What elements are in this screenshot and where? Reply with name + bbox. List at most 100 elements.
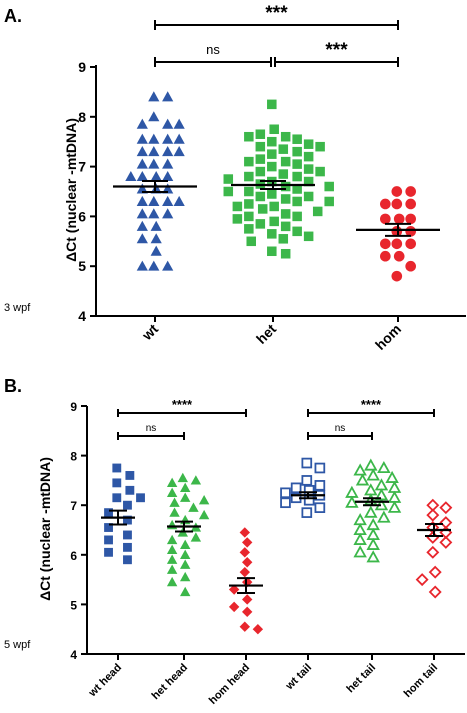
b-point-wt-head-14 [123,555,132,565]
b-point-het-head-25 [180,586,191,597]
b-point-wt-head-4 [112,493,122,503]
a-point-het-13 [303,151,314,162]
panel-a-x-ticks: wt het hom [138,316,404,353]
b-point-hom-tail-7 [439,535,453,549]
a-point-wt-1 [162,91,174,102]
b-point-het-head-18 [166,544,178,554]
b-point-wt-head-3 [125,485,135,495]
b-point-het-head-5 [180,492,191,502]
a-point-wt-24 [148,195,160,206]
a-comparison-het-hom-label: *** [325,40,348,61]
a-point-wt-32 [136,220,148,231]
b-point-hom-head-0 [239,527,250,538]
b-point-wt-head-7 [104,508,113,518]
a-point-wt-4 [136,118,148,129]
b-point-het-head-19 [180,549,191,559]
a-point-het-50 [255,219,266,229]
a-point-wt-38 [136,260,148,271]
b-point-hom-head-9 [242,606,253,618]
a-x-tick-label-het: het [253,321,279,347]
b-point-het-tail-8 [364,483,378,496]
a-point-hom-9 [405,226,416,237]
b-point-hom-head-10 [239,621,250,632]
b-point-wt-head-6 [123,500,132,510]
b-point-hom-head-3 [242,557,253,568]
a-point-het-3 [280,131,291,142]
a-x-tick-label-hom: hom [372,321,404,353]
b-point-wt-tail-12 [301,507,313,518]
panel-b-y-ticks: 4 5 6 7 8 9 [70,400,87,662]
a-point-hom-7 [405,213,416,225]
a-point-het-48 [232,214,243,224]
panel-a-significance: *** ns *** [154,3,399,67]
b-point-hom-head-4 [239,566,250,578]
a-point-het-20 [255,166,266,177]
b-point-het-tail-2 [353,463,367,476]
a-point-het-36 [255,191,266,202]
b-point-het-head-6 [198,495,210,505]
a-point-wt-22 [136,183,148,194]
panel-b-label: B. [4,376,22,396]
b-point-het-tail-13 [345,495,359,508]
a-point-het-42 [232,201,243,212]
a-point-hom-4 [380,198,391,210]
b-x-tick-label-het-head: het head [150,662,190,702]
panel-a-label: A. [4,6,22,26]
a-point-wt-2 [148,111,160,122]
b-point-wt-tail-3 [314,480,326,491]
b-point-wt-tail-9 [303,494,315,506]
a-point-wt-5 [173,118,185,129]
a-point-het-46 [244,211,254,222]
b-point-wt-head-1 [125,471,135,480]
b-point-wt-head-0 [112,463,122,473]
b-y-tick-label-6: 6 [70,549,77,563]
a-point-het-39 [292,196,302,207]
a-point-het-45 [280,209,291,219]
b-point-het-tail-19 [366,517,380,531]
a-point-wt-37 [162,260,174,271]
a-point-hom-1 [405,186,416,197]
b-x-tick-label-hom-head: hom head [207,662,252,707]
a-point-wt-11 [162,146,174,157]
a-point-het-5 [292,134,302,144]
a-point-wt-35 [150,245,162,256]
a-point-hom-11 [405,238,416,250]
b-comparison-wt-tail-hom-tail-label: **** [361,397,382,412]
b-point-wt-tail-2 [301,475,313,486]
panel-b-note: 5 wpf [4,639,31,651]
a-point-het-34 [267,189,277,199]
a-point-het-56 [278,234,289,244]
b-comparison-wt-head-hom-head-label: **** [172,397,193,412]
b-point-hom-head-2 [239,547,250,558]
a-point-het-40 [244,199,254,209]
b-point-wt-head-2 [112,478,122,488]
a-point-wt-25 [162,195,174,206]
b-point-hom-tail-1 [439,501,453,515]
b-point-het-head-0 [177,472,188,483]
a-point-het-59 [280,248,291,259]
a-point-het-31 [292,184,302,194]
a-point-hom-6 [380,213,391,225]
a-point-het-51 [280,221,291,232]
a-point-het-11 [292,146,302,157]
a-point-het-23 [292,171,302,182]
a-point-wt-13 [173,146,185,157]
panel-b-significance: **** ns **** ns [117,397,435,440]
b-x-tick-label-hom-tail: hom tail [402,662,440,700]
a-point-het-53 [292,226,302,237]
b-point-het-head-20 [166,554,178,564]
b-point-hom-tail-2 [426,508,440,522]
b-point-wt-head-5 [136,493,145,503]
a-point-het-44 [312,206,323,217]
a-point-het-4 [244,131,254,142]
a-point-wt-6 [148,133,160,144]
a-point-het-52 [244,224,254,234]
a-y-tick-label-9: 9 [78,59,86,75]
a-point-wt-21 [150,183,162,194]
a-point-hom-10 [391,238,403,250]
b-point-het-head-8 [188,502,199,512]
a-point-het-30 [324,181,334,192]
a-point-het-8 [255,141,266,152]
b-point-hom-tail-11 [428,585,442,599]
b-point-wt-tail-11 [314,502,326,514]
